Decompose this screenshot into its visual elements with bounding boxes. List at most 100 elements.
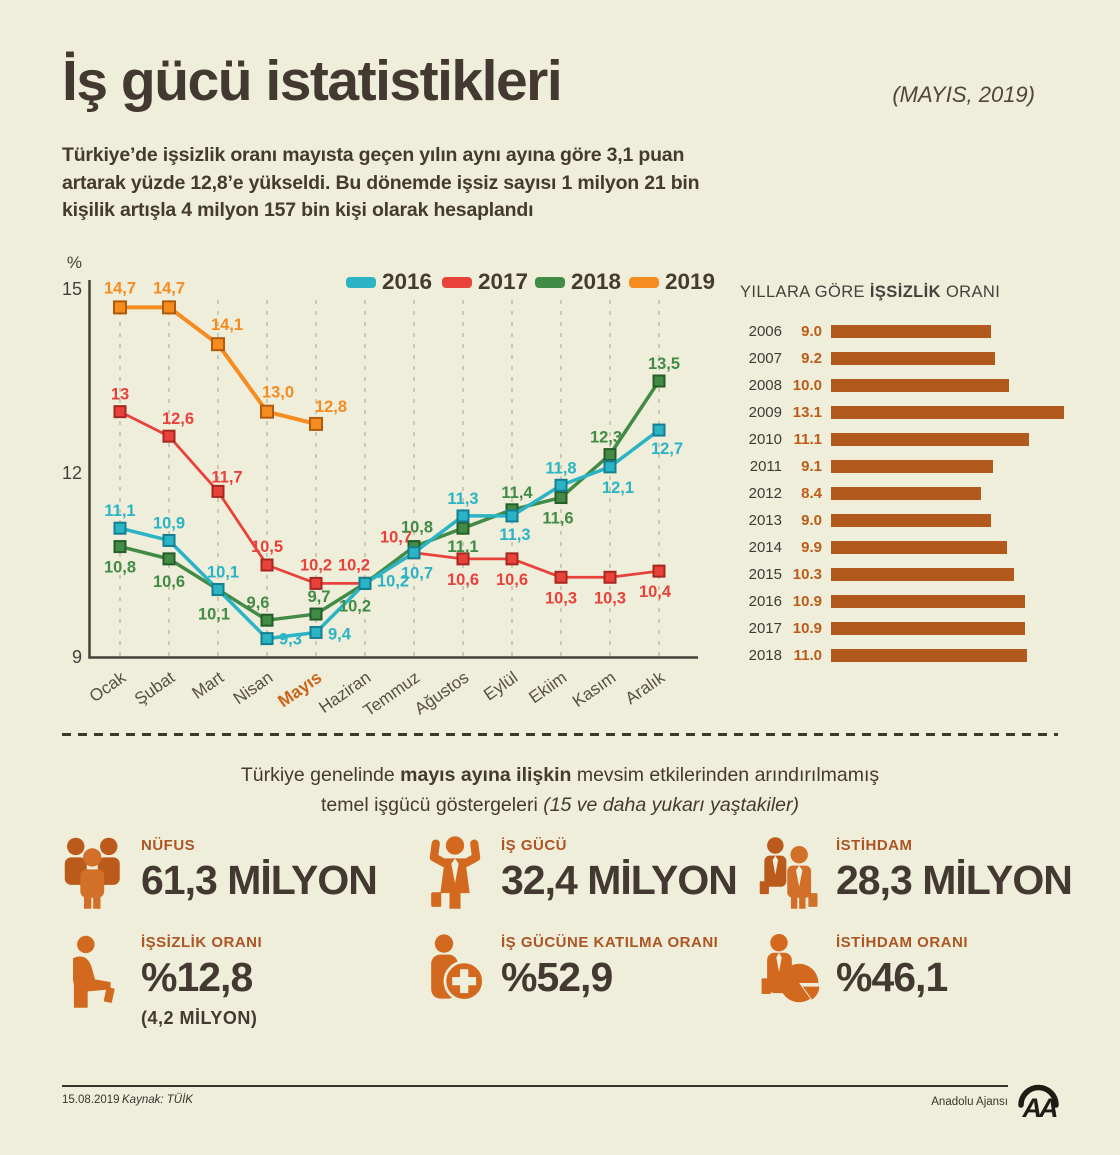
data-label-2018: 11,1 [447, 538, 478, 556]
stat-value: 28,3 MİLYON [836, 857, 1073, 903]
data-point-2016 [260, 632, 274, 646]
series-line-2018 [118, 379, 661, 622]
data-label-2018: 10,8 [104, 559, 136, 577]
stat-note: (4,2 MİLYON) [141, 1008, 258, 1028]
data-point-2017 [505, 552, 519, 566]
data-label-2018: 11,4 [501, 484, 533, 502]
bar-year-label: 2006 [748, 323, 782, 340]
bar-year-label: 2014 [748, 539, 782, 556]
y-tick-label: 9 [72, 647, 82, 667]
data-point-2017 [162, 429, 176, 443]
bar-value-label: 11.1 [793, 431, 822, 448]
legend-label: 2018 [571, 269, 621, 294]
data-label-2017: 10,6 [447, 571, 479, 589]
data-point-2017 [211, 484, 225, 498]
bar [831, 379, 1009, 392]
bar-chart-title: YILLARA GÖRE İŞSİZLİK ORANI [740, 283, 1080, 302]
legend-swatch [346, 277, 376, 288]
data-label-2016: 12,1 [602, 479, 634, 497]
bar-row: 2008 10.0 [740, 372, 1080, 399]
mid-line2-italic: (15 ve daha yukarı yaştakiler) [543, 794, 799, 817]
data-point-2017 [260, 558, 274, 572]
stat-text: İŞSİZLİK ORANI %12,8 (4,2 MİLYON) [141, 930, 262, 1029]
data-label-2016: 10,1 [207, 564, 239, 582]
stat-text: İŞ GÜCÜNE KATILMA ORANI %52,9 [501, 930, 718, 1001]
x-label: Şubat [131, 668, 179, 709]
x-label: Temmuz [360, 668, 424, 720]
stat-text: NÜFUS 61,3 MİLYON [141, 833, 378, 904]
bar-row: 2011 9.1 [740, 453, 1080, 480]
data-label-2016: 11,1 [104, 502, 135, 520]
series-line-2017 [118, 410, 661, 585]
bar [831, 406, 1065, 419]
bar-value-label: 9.2 [801, 350, 822, 367]
bar-chart-title-prefix: YILLARA GÖRE [740, 283, 870, 301]
data-point-2017 [554, 570, 568, 584]
data-label-2017: 10,7 [380, 529, 412, 547]
x-label: Ağustos [411, 668, 472, 719]
data-label-2018: 12,3 [590, 429, 622, 447]
bar-row: 2006 9.0 [740, 318, 1080, 345]
stat-value: %46,1 [836, 954, 948, 1000]
stat-label: İŞ GÜCÜ [501, 837, 568, 854]
svg-text:AA: AA [1022, 1093, 1057, 1122]
bar-value-label: 10.9 [792, 620, 822, 637]
data-label-2018: 10,2 [339, 597, 371, 615]
bar-row: 2015 10.3 [740, 561, 1080, 588]
bar-value-label: 9.9 [801, 539, 822, 556]
x-label: Kasım [569, 668, 619, 711]
participation-rate-icon [431, 934, 485, 1002]
data-label-2018: 10,8 [401, 519, 433, 537]
mid-line1-suffix: mevsim etkilerinden arındırılmamış [571, 764, 880, 786]
employment-rate-icon [761, 933, 820, 1003]
data-point-2016 [358, 576, 372, 590]
unemployment-rate-icon [73, 935, 115, 1008]
data-label-2017: 10,4 [639, 583, 672, 601]
intro-line: Türkiye’de işsizlik oranı mayısta geçen … [62, 144, 685, 166]
series-line-2016 [118, 428, 661, 641]
stat-label: İSTİHDAM ORANI [836, 934, 968, 951]
bar-year-label: 2011 [749, 458, 782, 475]
data-point-2016 [652, 423, 666, 437]
data-point-2019 [260, 404, 274, 419]
data-point-2016 [456, 509, 470, 523]
bar-value-label: 10.3 [792, 566, 822, 583]
bar [831, 595, 1026, 608]
mid-line2-prefix: temel işgücü göstergeleri [321, 794, 544, 817]
data-point-2019 [309, 416, 323, 431]
bar-year-label: 2015 [748, 566, 782, 583]
stat-unemployment-rate: İŞSİZLİK ORANI %12,8 (4,2 MİLYON) [62, 930, 262, 1029]
bar-row: 2009 13.1 [740, 399, 1080, 426]
labor-force-icon [429, 836, 481, 909]
stat-participation-rate: İŞ GÜCÜNE KATILMA ORANI %52,9 [422, 930, 718, 1014]
stat-employment: İSTİHDAM 28,3 MİLYON [757, 833, 1073, 913]
x-label: Ocak [86, 667, 130, 706]
page-title: İş gücü istatistikleri [62, 49, 563, 113]
data-point-2019 [113, 300, 127, 315]
bar-row: 2016 10.9 [740, 588, 1080, 615]
footer-agency: Anadolu Ajansı [931, 1096, 1008, 1108]
data-point-2016 [162, 533, 176, 547]
bar-value-label: 9.0 [801, 323, 822, 340]
bar-row: 2012 8.4 [740, 480, 1080, 507]
data-label-2018: 10,6 [153, 573, 185, 591]
data-point-2018 [309, 607, 323, 621]
mid-line1-bold: mayıs ayına ilişkin [400, 764, 572, 786]
x-label: Ekiim [525, 668, 570, 707]
data-point-2018 [162, 552, 176, 566]
data-point-2016 [407, 546, 421, 560]
legend-label: 2016 [382, 269, 432, 294]
yearly-unemployment-bar-chart: YILLARA GÖRE İŞSİZLİK ORANI 2006 9.0 2007 9… [740, 283, 1080, 669]
stat-text: İSTİHDAM 28,3 MİLYON [836, 833, 1073, 904]
x-label: Eylül [480, 668, 521, 705]
data-point-2018 [260, 613, 274, 627]
dashed-divider [62, 733, 1058, 736]
mid-text-line2: temel işgücü göstergeleri (15 ve daha yu… [0, 790, 1120, 820]
intro-line: artarak yüzde 12,8’e yükseldi. Bu dönemd… [62, 171, 700, 194]
anadolu-agency-logo: AA [1018, 1084, 1060, 1122]
stat-value: 61,3 MİLYON [141, 857, 378, 903]
bar-rows: 2006 9.0 2007 9.2 2008 10.0 2009 13.1 2010 11.1 20… [740, 318, 1080, 669]
mid-line1-prefix: Türkiye genelinde [240, 764, 401, 786]
bar-chart-title-suffix: ORANI [940, 283, 1001, 301]
data-label-2019: 13,0 [262, 384, 294, 402]
